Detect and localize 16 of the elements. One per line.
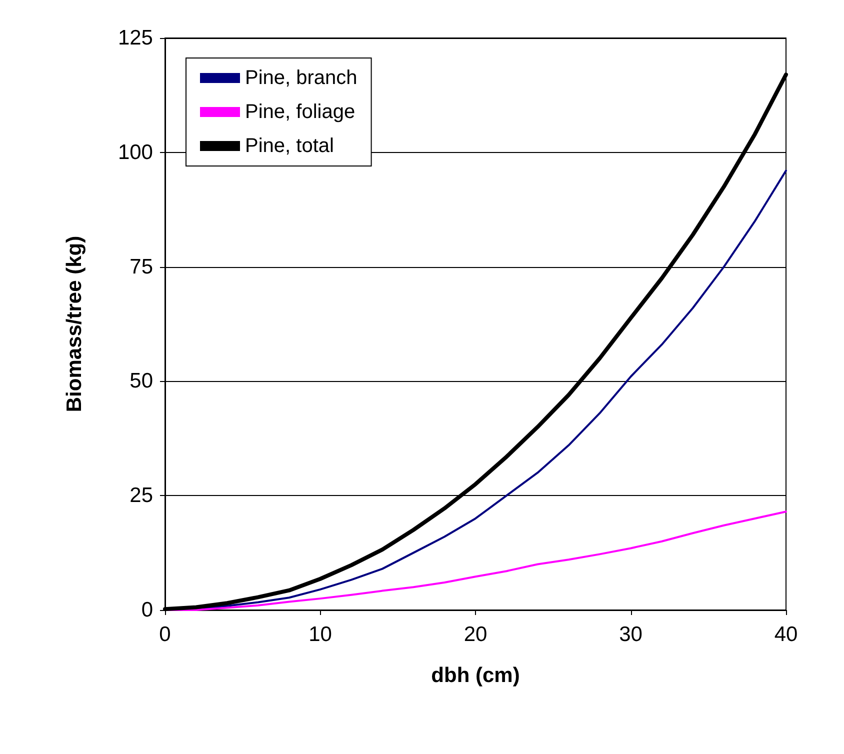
- x-axis-title: dbh (cm): [431, 664, 520, 687]
- y-tick-label: 100: [118, 140, 153, 164]
- y-tick-label: 125: [118, 26, 153, 50]
- x-tick-label: 40: [774, 623, 798, 646]
- legend-label: Pine, foliage: [245, 101, 356, 123]
- legend-label: Pine, total: [245, 135, 334, 157]
- y-tick-label: 50: [130, 370, 153, 393]
- x-tick-label: 10: [308, 623, 332, 646]
- x-tick-label: 30: [619, 623, 642, 646]
- x-tick-label: 20: [464, 623, 488, 646]
- legend-label: Pine, branch: [245, 67, 358, 89]
- y-axis-title: Biomass/tree (kg): [63, 236, 86, 412]
- y-tick-label: 0: [141, 598, 153, 622]
- y-tick-label: 75: [130, 255, 153, 278]
- y-tick-label: 25: [130, 484, 153, 508]
- x-tick-label: 0: [159, 623, 171, 646]
